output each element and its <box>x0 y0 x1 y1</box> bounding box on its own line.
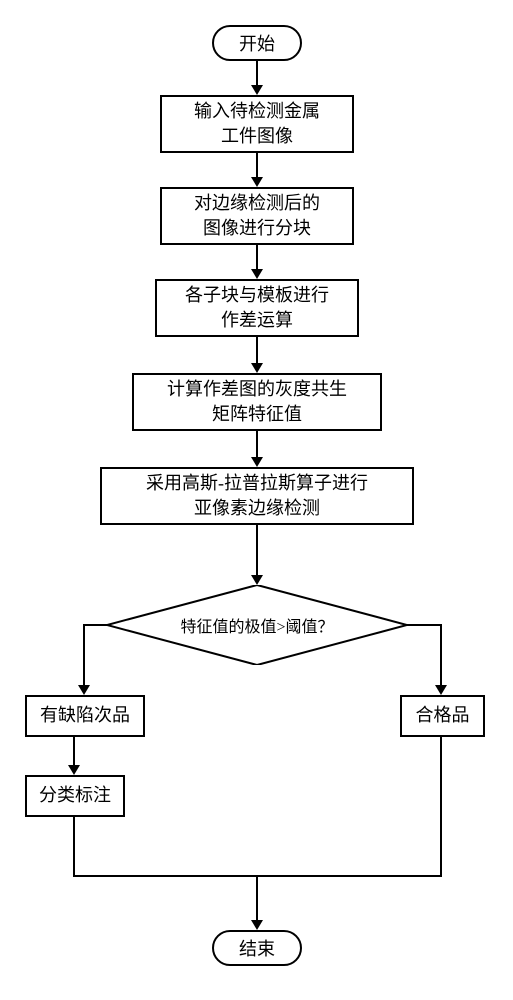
step5-line1: 采用高斯-拉普拉斯算子进行 <box>146 473 368 493</box>
step1-line2: 工件图像 <box>221 126 293 146</box>
arrow-head <box>251 177 263 187</box>
edge <box>256 245 258 271</box>
edge <box>257 875 442 877</box>
process-edge-block: 对边缘检测后的 图像进行分块 <box>160 187 354 245</box>
process-input-image: 输入待检测金属 工件图像 <box>160 95 354 153</box>
edge <box>407 624 442 626</box>
process-qualified: 合格品 <box>400 695 485 737</box>
step2-line2: 图像进行分块 <box>203 218 311 238</box>
step1-line1: 输入待检测金属 <box>194 101 320 121</box>
end-node: 结束 <box>212 930 302 966</box>
step3-line1: 各子块与模板进行 <box>185 285 329 305</box>
arrow-head <box>435 685 447 695</box>
arrow-head <box>251 457 263 467</box>
step5-line2: 亚像素边缘检测 <box>194 498 320 518</box>
arrow-head <box>251 269 263 279</box>
edge <box>83 624 109 626</box>
edge <box>256 153 258 179</box>
arrow-head <box>78 685 90 695</box>
arrow-head <box>251 920 263 930</box>
edge <box>440 624 442 687</box>
edge <box>73 737 75 767</box>
process-glcm: 计算作差图的灰度共生 矩阵特征值 <box>132 373 382 431</box>
process-defect: 有缺陷次品 <box>25 695 145 737</box>
edge <box>256 61 258 87</box>
step2-line1: 对边缘检测后的 <box>194 193 320 213</box>
classify-label: 分类标注 <box>39 783 111 808</box>
decision-threshold: 特征值的极值>阈值？ <box>107 585 407 665</box>
process-template-diff: 各子块与模板进行 作差运算 <box>155 279 359 337</box>
arrow-head <box>251 363 263 373</box>
step4-line1: 计算作差图的灰度共生 <box>167 379 347 399</box>
qualified-label: 合格品 <box>416 703 470 728</box>
edge <box>256 431 258 459</box>
flowchart-container: 开始 输入待检测金属 工件图像 对边缘检测后的 图像进行分块 各子块与模板进行 … <box>0 0 513 1000</box>
edge <box>83 624 85 687</box>
defect-label: 有缺陷次品 <box>40 703 130 728</box>
edge <box>73 875 257 877</box>
end-label: 结束 <box>239 935 275 961</box>
edge <box>256 525 258 577</box>
edge <box>440 737 442 877</box>
start-label: 开始 <box>239 30 275 56</box>
arrow-head <box>251 575 263 585</box>
edge <box>256 337 258 365</box>
process-log-subpixel: 采用高斯-拉普拉斯算子进行 亚像素边缘检测 <box>100 467 414 525</box>
start-node: 开始 <box>212 25 302 61</box>
arrow-head <box>68 765 80 775</box>
edge <box>256 875 258 922</box>
decision-label: 特征值的极值>阈值？ <box>180 613 333 637</box>
arrow-head <box>251 85 263 95</box>
step3-line2: 作差运算 <box>221 310 293 330</box>
edge <box>73 817 75 877</box>
process-classify: 分类标注 <box>25 775 125 817</box>
step4-line2: 矩阵特征值 <box>212 404 302 424</box>
